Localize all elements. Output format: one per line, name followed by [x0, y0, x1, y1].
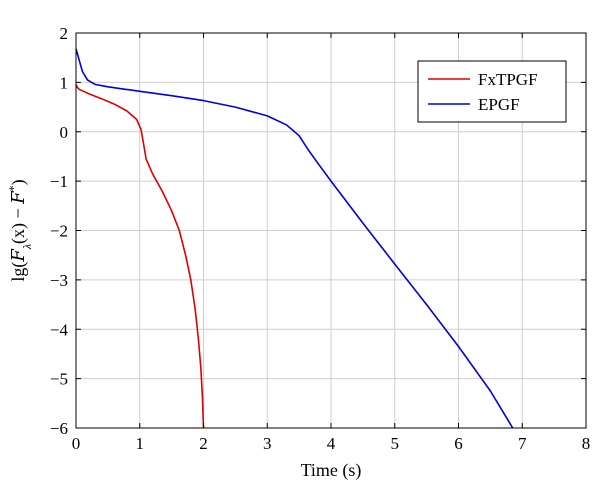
x-tick-label: 8 [582, 434, 591, 453]
x-tick-label: 1 [136, 434, 145, 453]
y-tick-label: −2 [50, 222, 68, 241]
y-label-part: * [6, 185, 20, 191]
y-tick-label: 1 [60, 73, 69, 92]
x-tick-label: 5 [391, 434, 400, 453]
series-line-fxtpgf [75, 84, 205, 429]
y-label-part: λ [20, 244, 34, 250]
legend-label: FxTPGF [478, 70, 538, 89]
series-line-epgf [75, 48, 514, 429]
y-label-part: ) [8, 179, 29, 185]
y-tick-label: −5 [50, 370, 68, 389]
y-label-part: F [8, 248, 29, 263]
y-tick-label: −3 [50, 271, 68, 290]
plot-series [75, 48, 514, 429]
x-tick-label: 4 [327, 434, 336, 453]
x-tick-label: 6 [454, 434, 463, 453]
y-axis-label: lg(Fλ(x) − F*) [6, 179, 34, 281]
legend-label: EPGF [478, 95, 520, 114]
axis-ticks: 0 1 2 3 4 5 6 7 8 2 1 0 −1 −2 −3 −4 −5 −6 [50, 24, 590, 453]
y-tick-label: −6 [50, 419, 68, 438]
y-label-part: F [8, 190, 29, 205]
x-tick-label: 3 [263, 434, 272, 453]
x-tick-label: 2 [199, 434, 208, 453]
y-tick-label: 0 [60, 123, 69, 142]
x-tick-label: 0 [72, 434, 81, 453]
y-label-part: lg( [8, 262, 29, 282]
y-tick-label: −1 [50, 172, 68, 191]
y-label-part: (x) − [8, 204, 29, 244]
y-tick-label: 2 [60, 24, 69, 43]
y-tick-label: −4 [50, 320, 69, 339]
x-tick-label: 7 [518, 434, 527, 453]
legend-box [417, 60, 567, 123]
x-axis-label: Time (s) [301, 460, 362, 481]
legend: FxTPGF EPGF [417, 60, 567, 123]
